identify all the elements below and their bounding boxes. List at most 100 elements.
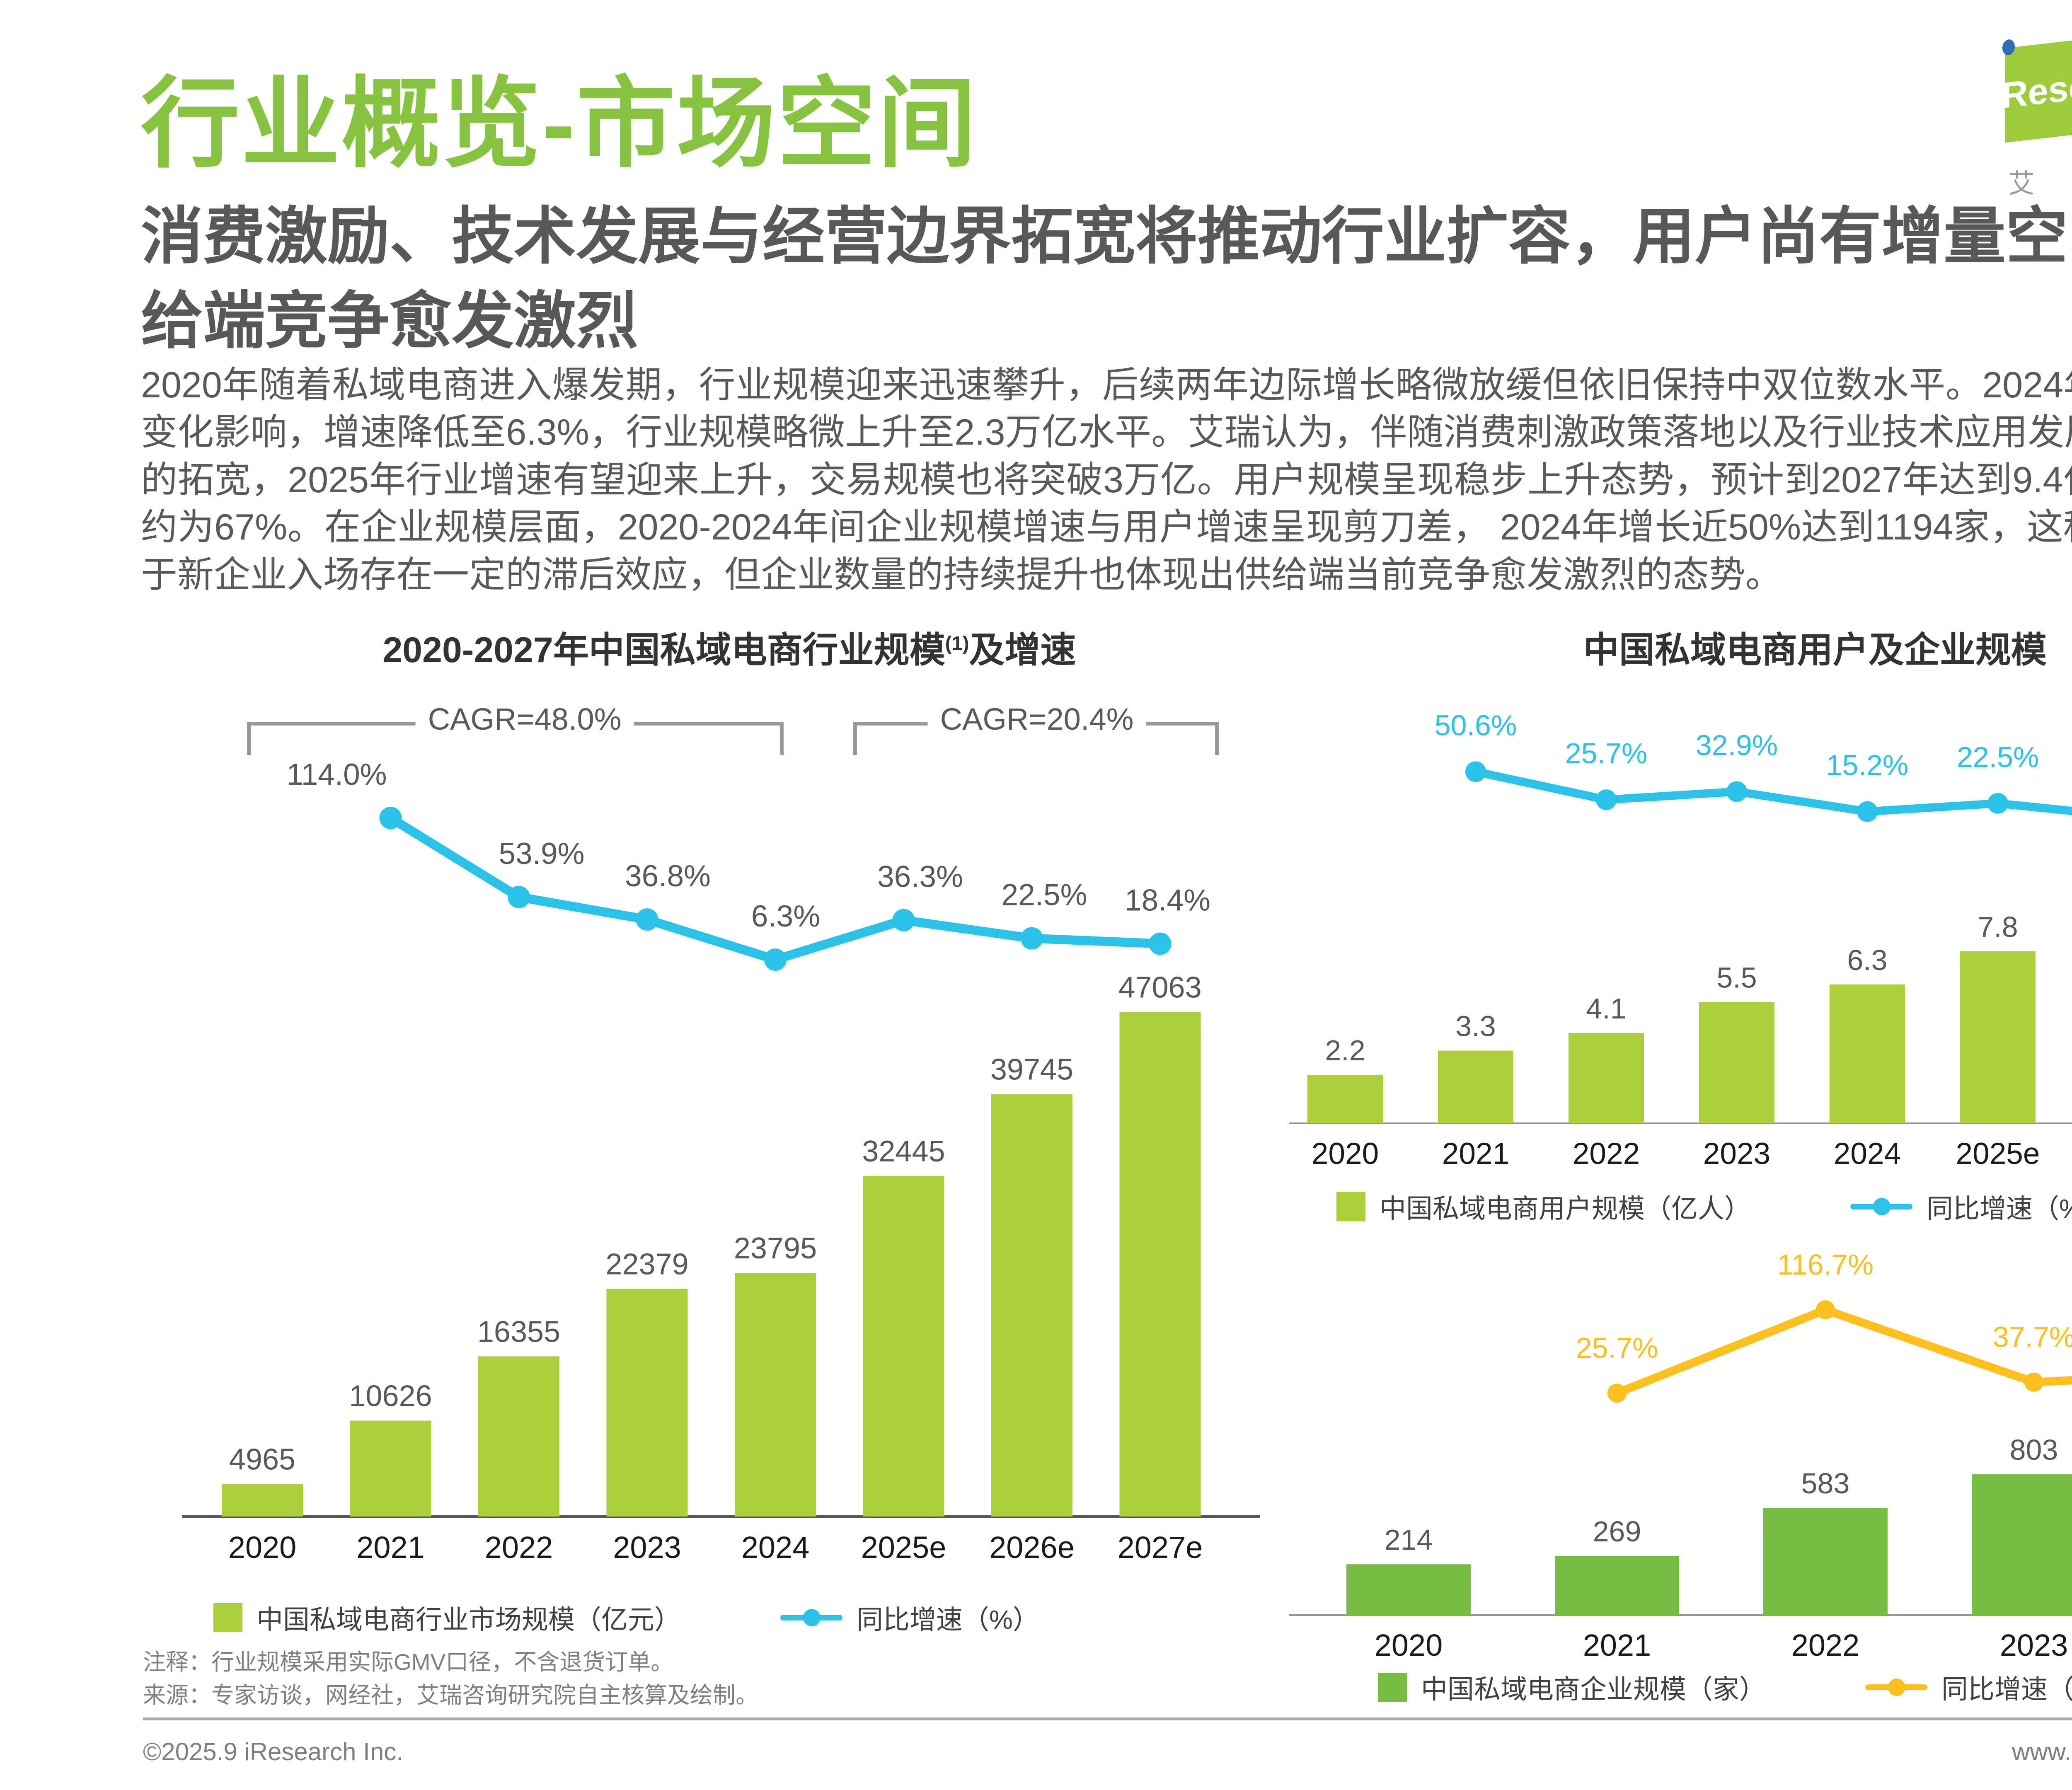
bar-value-label: 47063 [1118, 971, 1201, 1004]
company-chart-legend: 中国私域电商企业规模（家） 同比增速（%） [1378, 1668, 2072, 1706]
line-value-label: 36.8% [625, 859, 711, 893]
bar-2024 [1830, 984, 1905, 1123]
line-dot [2024, 1372, 2043, 1392]
logo-brand-text: iResearch [1991, 56, 2072, 117]
bar-2026e [991, 1094, 1072, 1517]
user-scale-chart: 2.2 2020 3.3 2021 4.1 2022 5.5 2023 6.3 2024 7.8 20… [1289, 709, 2072, 1171]
bar-value-label: 10626 [349, 1379, 432, 1413]
legend-bar-label: 中国私域电商行业市场规模（亿元） [257, 1605, 681, 1635]
logo-blue-dot-icon [2002, 39, 2015, 56]
bar-2024 [735, 1273, 816, 1517]
line-dot [379, 807, 402, 830]
line-dot [1726, 781, 1747, 802]
x-tick-label: 2024 [741, 1530, 810, 1565]
bar-2022 [1763, 1508, 1888, 1615]
bar-value-label: 16355 [477, 1315, 560, 1348]
page-title: 行业概览-市场空间 [141, 69, 978, 179]
bar-value-label: 214 [1385, 1524, 1433, 1556]
bracket-tick [780, 722, 784, 755]
left-chart-title: 2020-2027年中国私域电商行业规模(1)及增速 [215, 621, 1243, 672]
legend-line-dot [1873, 1198, 1890, 1215]
market-size-chart: 4965 2020 10626 2021 16355 2022 22379 2023 23795… [182, 758, 1260, 1565]
legend-item-line: 同比增速（%） [780, 1599, 1039, 1637]
bar-2023 [1699, 1002, 1774, 1123]
legend-bar-swatch [1378, 1673, 1407, 1702]
legend-line-dot [803, 1609, 821, 1626]
legend-bar-swatch [213, 1603, 242, 1632]
x-tick-label: 2021 [1442, 1137, 1509, 1171]
line-value-label: 25.7% [1576, 1332, 1658, 1364]
legend-item-line: 同比增速（%） [1865, 1668, 2072, 1706]
line-dot [1987, 793, 2008, 814]
x-tick-label: 2026e [989, 1530, 1075, 1565]
x-tick-label: 2025e [861, 1530, 946, 1565]
line-value-label: 25.7% [1565, 737, 1647, 769]
legend-line-dot [1888, 1679, 1905, 1696]
x-tick-label: 2022 [485, 1530, 553, 1565]
bar-2022 [478, 1356, 559, 1517]
x-tick-label: 2021 [356, 1530, 425, 1565]
left-chart-title-tail: 及增速 [969, 630, 1076, 670]
website-link[interactable]: www.iresearch.com.cn [2012, 1738, 2072, 1766]
legend-bar-label: 中国私域电商企业规模（家） [1421, 1674, 1766, 1704]
growth-line [1613, 1306, 2072, 1398]
chart-note: 注释：行业规模采用实际GMV口径，不含退货订单。 [143, 1649, 674, 1675]
legend-line-label: 同比增速（%） [857, 1605, 1039, 1635]
legend-bar-label: 中国私域电商用户规模（亿人） [1380, 1194, 1751, 1224]
summary-paragraph: 2020年随着私域电商进入爆发期，行业规模迎来迅速攀升，后续两年边际增长略微放缓… [141, 364, 2072, 595]
cagr-annotation-1: CAGR=48.0% [415, 701, 634, 737]
line-value-label: 32.9% [1696, 729, 1778, 762]
x-tick-label: 2020 [1312, 1137, 1379, 1171]
line-value-label: 53.9% [499, 837, 585, 871]
bar-value-label: 5.5 [1716, 961, 1757, 994]
legend-item-line: 同比增速（%） [1850, 1188, 2072, 1226]
x-tick-label: 2023 [1703, 1137, 1770, 1171]
x-tick-label: 2021 [1583, 1628, 1651, 1662]
cagr-annotation-2: CAGR=20.4% [927, 701, 1146, 737]
line-dot [1149, 932, 1172, 955]
line-value-label: 18.4% [1125, 884, 1210, 917]
user-chart-legend: 中国私域电商用户规模（亿人） 同比增速（%） [1336, 1188, 2072, 1226]
line-value-label: 50.6% [1435, 709, 1517, 741]
line-value-label: 22.5% [1957, 741, 2039, 773]
line-dot [892, 909, 915, 931]
x-tick-label: 2025e [1956, 1137, 2040, 1171]
bar-2021 [1438, 1050, 1513, 1123]
market-chart-legend: 中国私域电商行业市场规模（亿元） 同比增速（%） [213, 1599, 1039, 1637]
company-scale-chart: 21420202692021583202280320231,194202425.… [1289, 1248, 2072, 1662]
bar-value-label: 39745 [990, 1053, 1073, 1086]
page-subtitle: 消费激励、技术发展与经营边界拓宽将推动行业扩容，用户尚有增量空间，供给端竞争愈发… [141, 201, 2072, 356]
line-value-label: 37.7% [1993, 1321, 2072, 1353]
logo-chinese-name: 艾 瑞 咨 询 [2008, 169, 2072, 198]
x-tick-label: 2020 [1375, 1628, 1443, 1662]
right-chart-title: 中国私域电商用户及企业规模 [1583, 630, 2047, 670]
bar-2022 [1569, 1033, 1644, 1123]
line-dot [1816, 1300, 1835, 1320]
line-value-label: 116.7% [1777, 1248, 1874, 1281]
bar-value-label: 583 [1801, 1467, 1850, 1500]
footer-divider [143, 1717, 2072, 1720]
bar-value-label: 22379 [605, 1248, 688, 1281]
bar-2025e [863, 1176, 944, 1517]
growth-line [1472, 767, 2072, 816]
bar-2021 [350, 1420, 431, 1517]
left-chart-title-main: 2020-2027年中国私域电商行业规模 [382, 630, 945, 670]
bar-value-label: 803 [2010, 1434, 2058, 1466]
legend-item-bars: 中国私域电商行业市场规模（亿元） [213, 1599, 681, 1637]
line-dot [1607, 1384, 1627, 1403]
legend-bar-swatch [1336, 1192, 1365, 1221]
bar-value-label: 269 [1593, 1515, 1641, 1548]
legend-line-marker [1850, 1198, 1912, 1215]
x-tick-label: 2022 [1573, 1137, 1640, 1171]
x-tick-label: 2027e [1118, 1530, 1203, 1565]
bracket-tick [1215, 722, 1219, 755]
bar-value-label: 32445 [862, 1135, 945, 1168]
line-value-label: 36.3% [877, 860, 963, 894]
legend-item-bars: 中国私域电商用户规模（亿人） [1336, 1188, 1751, 1226]
line-dot [1596, 789, 1617, 810]
chart-source: 来源：专家访谈，网经社，艾瑞咨询研究院自主核算及绘制。 [143, 1682, 759, 1708]
bar-2020 [1307, 1074, 1383, 1123]
bar-2021 [1555, 1555, 1679, 1615]
x-tick-label: 2022 [1791, 1628, 1860, 1662]
bar-value-label: 6.3 [1847, 944, 1887, 976]
